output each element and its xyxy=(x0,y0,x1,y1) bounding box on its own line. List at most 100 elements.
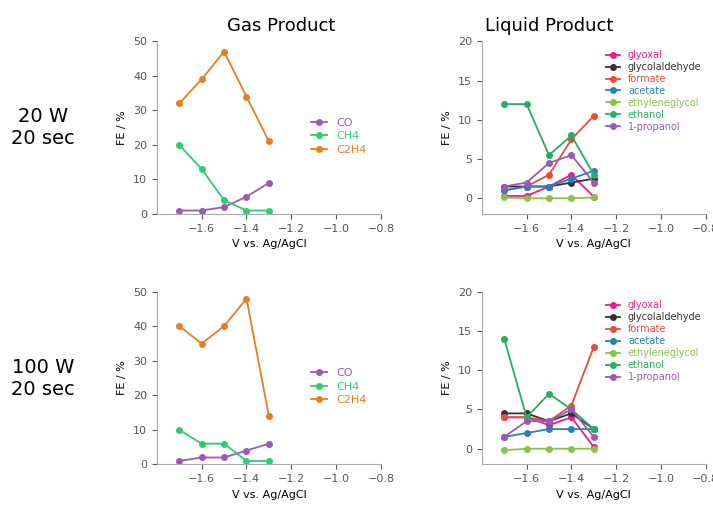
ethyleneglycol xyxy=(590,446,598,452)
acetate xyxy=(523,430,531,436)
glyoxal xyxy=(545,183,553,189)
glycolaldehyde xyxy=(523,183,531,189)
C2H4 xyxy=(242,296,251,302)
Text: 20 W
20 sec: 20 W 20 sec xyxy=(11,107,75,148)
ethanol xyxy=(500,336,508,342)
formate xyxy=(523,183,531,189)
ethanol xyxy=(590,426,598,432)
Legend: glyoxal, glycolaldehyde, formate, acetate, ethyleneglycol, ethanol, 1-propanol: glyoxal, glycolaldehyde, formate, acetat… xyxy=(602,297,705,386)
CH4 xyxy=(242,207,251,214)
X-axis label: V vs. Ag/AgCl: V vs. Ag/AgCl xyxy=(556,239,631,249)
1-propanol xyxy=(500,183,508,189)
glyoxal xyxy=(523,414,531,421)
Line: CH4: CH4 xyxy=(177,427,272,464)
1-propanol xyxy=(523,418,531,424)
glycolaldehyde xyxy=(590,175,598,182)
Line: 1-propanol: 1-propanol xyxy=(501,152,597,189)
Line: C2H4: C2H4 xyxy=(177,296,272,419)
glyoxal xyxy=(567,172,575,178)
1-propanol xyxy=(590,434,598,440)
Line: ethyleneglycol: ethyleneglycol xyxy=(501,195,597,201)
ethyleneglycol xyxy=(523,195,531,201)
CH4 xyxy=(220,441,228,447)
ethyleneglycol xyxy=(567,195,575,201)
Line: formate: formate xyxy=(501,344,597,424)
glyoxal xyxy=(500,414,508,421)
CO xyxy=(175,458,183,464)
1-propanol xyxy=(590,180,598,186)
formate xyxy=(500,187,508,194)
X-axis label: V vs. Ag/AgCl: V vs. Ag/AgCl xyxy=(556,490,631,499)
Legend: glyoxal, glycolaldehyde, formate, acetate, ethyleneglycol, ethanol, 1-propanol: glyoxal, glycolaldehyde, formate, acetat… xyxy=(602,46,705,136)
formate xyxy=(590,344,598,350)
ethyleneglycol xyxy=(500,195,508,201)
acetate xyxy=(523,183,531,189)
Line: glyoxal: glyoxal xyxy=(501,172,597,200)
glycolaldehyde xyxy=(500,183,508,189)
CO xyxy=(198,455,206,461)
formate xyxy=(567,136,575,142)
ethyleneglycol xyxy=(590,195,598,201)
1-propanol xyxy=(500,434,508,440)
Line: acetate: acetate xyxy=(501,168,597,193)
CH4 xyxy=(242,458,251,464)
X-axis label: V vs. Ag/AgCl: V vs. Ag/AgCl xyxy=(232,239,307,249)
formate xyxy=(545,418,553,424)
1-propanol xyxy=(545,160,553,166)
C2H4 xyxy=(220,323,228,329)
CO xyxy=(265,180,273,186)
acetate xyxy=(545,426,553,432)
glycolaldehyde xyxy=(590,426,598,432)
ethyleneglycol xyxy=(545,195,553,201)
glycolaldehyde xyxy=(523,410,531,416)
CO xyxy=(242,194,251,200)
ethanol xyxy=(500,101,508,107)
C2H4 xyxy=(175,323,183,329)
acetate xyxy=(545,183,553,189)
Line: C2H4: C2H4 xyxy=(177,49,272,144)
glyoxal xyxy=(500,193,508,199)
acetate xyxy=(590,168,598,174)
Y-axis label: FE / %: FE / % xyxy=(118,361,128,395)
CO xyxy=(220,455,228,461)
formate xyxy=(523,414,531,421)
C2H4 xyxy=(175,100,183,106)
glycolaldehyde xyxy=(567,180,575,186)
CH4 xyxy=(220,197,228,203)
CH4 xyxy=(175,142,183,148)
glyoxal xyxy=(523,193,531,199)
ethyleneglycol xyxy=(545,446,553,452)
Line: CH4: CH4 xyxy=(177,142,272,213)
CO xyxy=(220,204,228,210)
Text: Liquid Product: Liquid Product xyxy=(485,17,613,35)
CO xyxy=(265,441,273,447)
acetate xyxy=(567,426,575,432)
1-propanol xyxy=(567,407,575,413)
ethanol xyxy=(545,152,553,158)
glyoxal xyxy=(567,414,575,421)
Line: acetate: acetate xyxy=(501,426,597,440)
CH4 xyxy=(198,166,206,172)
ethanol xyxy=(523,101,531,107)
C2H4 xyxy=(265,413,273,419)
1-propanol xyxy=(545,418,553,424)
formate xyxy=(500,414,508,421)
Text: Gas Product: Gas Product xyxy=(227,17,336,35)
Line: glycolaldehyde: glycolaldehyde xyxy=(501,176,597,189)
glycolaldehyde xyxy=(500,410,508,416)
CH4 xyxy=(265,458,273,464)
C2H4 xyxy=(265,138,273,144)
Line: ethyleneglycol: ethyleneglycol xyxy=(501,446,597,453)
ethanol xyxy=(567,133,575,139)
CO xyxy=(198,207,206,214)
glyoxal xyxy=(590,194,598,200)
Line: 1-propanol: 1-propanol xyxy=(501,407,597,440)
Line: CO: CO xyxy=(177,180,272,213)
CO xyxy=(175,207,183,214)
formate xyxy=(545,172,553,178)
glycolaldehyde xyxy=(567,410,575,416)
Line: ethanol: ethanol xyxy=(501,101,597,178)
glycolaldehyde xyxy=(545,183,553,189)
Line: CO: CO xyxy=(177,441,272,464)
C2H4 xyxy=(198,76,206,83)
